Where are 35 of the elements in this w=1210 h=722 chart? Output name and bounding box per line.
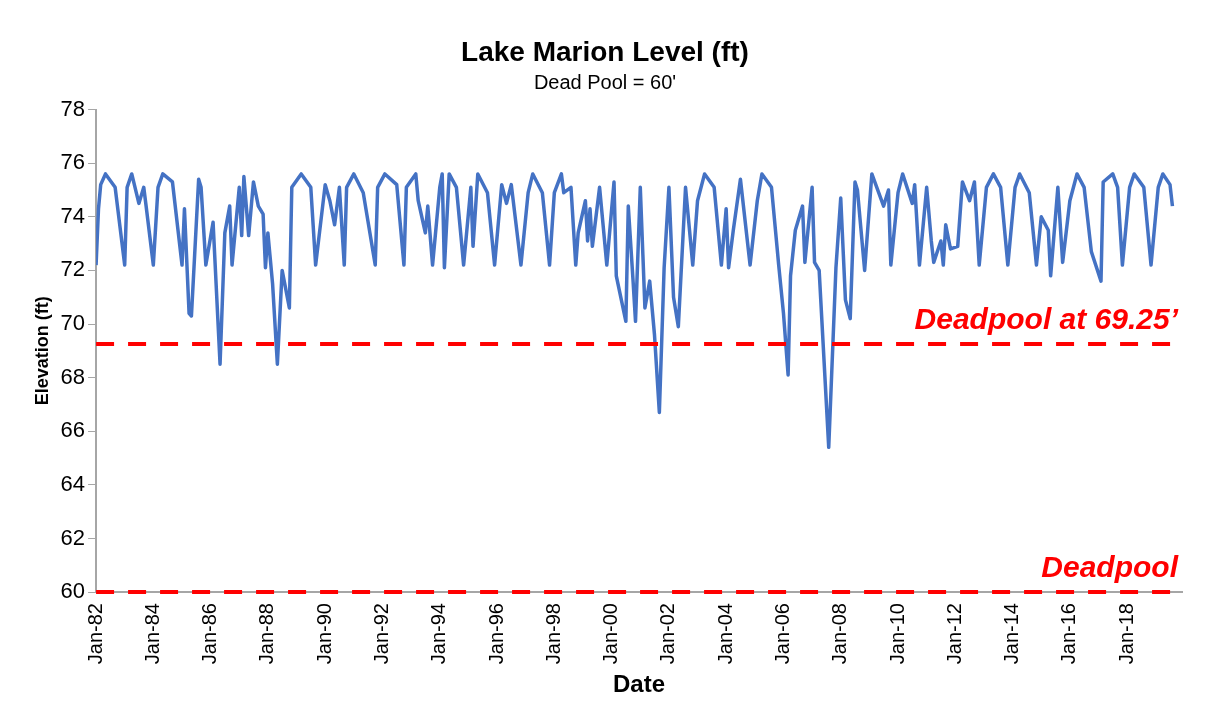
y-tick-label: 72 <box>60 256 86 282</box>
x-tick-label: Jan-96 <box>484 603 507 665</box>
x-tick-label: Jan-10 <box>885 603 908 665</box>
y-tick-label: 60 <box>60 578 86 604</box>
y-tick-label: 78 <box>60 95 86 121</box>
chart-subtitle: Dead Pool = 60' <box>533 71 677 94</box>
y-tick-label: 64 <box>60 470 86 496</box>
x-axis-title: Date <box>613 670 666 698</box>
x-tick-label: Jan-12 <box>942 603 965 665</box>
x-tick-label: Jan-06 <box>771 603 793 665</box>
x-tick-label: Jan-94 <box>427 603 450 665</box>
y-tick-label: 62 <box>60 524 86 550</box>
x-tick-label: Jan-00 <box>599 603 622 665</box>
x-tick-label: Jan-98 <box>541 603 564 665</box>
x-tick-label: Jan-16 <box>1057 603 1080 665</box>
y-axis-title: Elevation (ft) <box>31 296 52 406</box>
x-tick-label: Jan-14 <box>1000 603 1023 665</box>
x-tick-label: Jan-90 <box>312 603 335 665</box>
x-tick-label: Jan-88 <box>255 603 278 665</box>
x-tick-label: Jan-02 <box>656 603 679 665</box>
y-tick-label: 68 <box>60 363 86 389</box>
y-tick-label: 66 <box>60 417 86 443</box>
x-tick-label: Jan-82 <box>83 603 106 665</box>
x-tick-label: Jan-84 <box>140 603 163 665</box>
ref-line-label: Deadpool at 69.25’ <box>914 302 1179 336</box>
chart-title: Lake Marion Level (ft) <box>461 35 749 67</box>
x-tick-label: Jan-86 <box>198 603 221 665</box>
x-tick-label: Jan-92 <box>369 603 392 665</box>
x-tick-label: Jan-04 <box>713 603 736 665</box>
y-tick-label: 70 <box>60 310 86 336</box>
x-tick-label: Jan-18 <box>1114 603 1137 665</box>
y-tick-label: 74 <box>60 202 86 228</box>
ref-line-label: Deadpool <box>1041 550 1179 584</box>
y-tick-label: 76 <box>60 149 86 175</box>
x-tick-label: Jan-08 <box>828 603 851 665</box>
